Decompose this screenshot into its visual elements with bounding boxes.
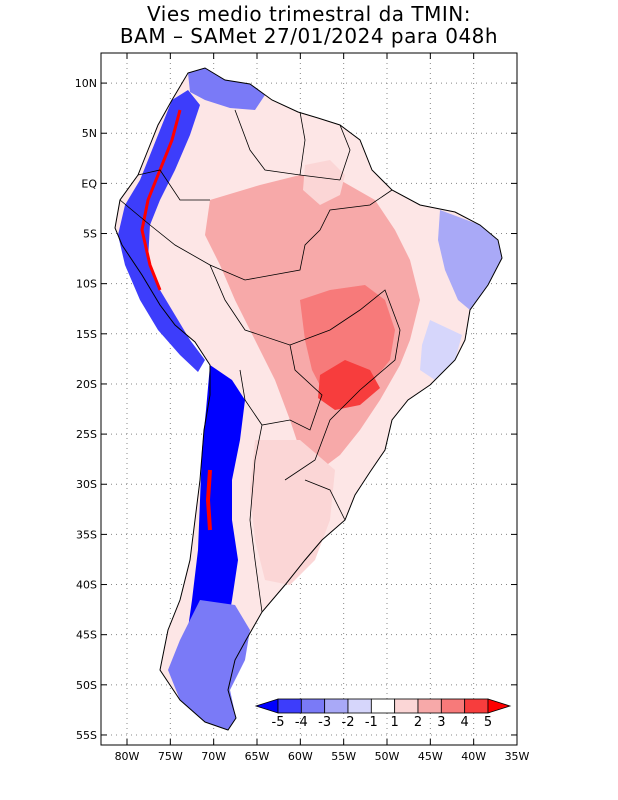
colorbar: -5 -4 -3 -2 -1 1 2 3 4 5 bbox=[254, 698, 512, 730]
colorbar-bin bbox=[394, 698, 419, 714]
colorbar-bin bbox=[370, 698, 396, 714]
cold-bias-northeast-brazil bbox=[438, 210, 502, 310]
colorbar-bin bbox=[324, 698, 349, 714]
colorbar-bin bbox=[300, 698, 326, 714]
lat-tick-label: 25S bbox=[76, 428, 97, 441]
colorbar-bin bbox=[417, 698, 442, 714]
lon-tick-label: 70W bbox=[201, 750, 226, 763]
colorbar-bin bbox=[440, 698, 466, 714]
lat-tick-label: 50S bbox=[76, 679, 97, 692]
lon-tick-label: 40W bbox=[461, 750, 486, 763]
cold-bias-andes-north bbox=[118, 90, 205, 372]
lon-tick-label: 75W bbox=[158, 750, 183, 763]
lat-tick-label: 5N bbox=[82, 127, 97, 140]
lat-tick-label: 55S bbox=[76, 729, 97, 742]
lat-tick-label: 20S bbox=[76, 378, 97, 391]
warm-bias-core bbox=[300, 285, 395, 400]
longitude-axis: 80W 75W 70W 65W 60W 55W 50W 45W 40W 35W bbox=[115, 53, 530, 763]
colorbar-bin bbox=[487, 698, 512, 714]
warm-bias-peak bbox=[318, 360, 380, 410]
colorbar-label: -4 bbox=[295, 715, 308, 730]
lon-tick-label: 65W bbox=[245, 750, 270, 763]
colorbar-label: 2 bbox=[414, 715, 422, 730]
lat-tick-label: 45S bbox=[76, 629, 97, 642]
warm-bias-south bbox=[250, 440, 335, 585]
lat-tick-label: 10N bbox=[75, 77, 97, 90]
latitude-axis: 10N 5N EQ 5S 10S 15S 20S 25S 30S 35S 40S 45S 50S 55S bbox=[75, 77, 517, 742]
lat-tick-label: 5S bbox=[83, 228, 97, 241]
colorbar-label: -1 bbox=[365, 715, 378, 730]
map-title-line-1: Vies medio trimestral da TMIN: bbox=[147, 2, 471, 26]
map-frame-border bbox=[100, 52, 518, 746]
lat-tick-label: 15S bbox=[76, 328, 97, 341]
lon-tick-label: 50W bbox=[375, 750, 400, 763]
colorbar-label: -5 bbox=[272, 715, 285, 730]
lon-tick-label: 60W bbox=[288, 750, 313, 763]
warm-bias-andes-streak-south bbox=[205, 469, 212, 531]
cold-bias-east-coast bbox=[420, 320, 462, 380]
warm-bias-andes-streak-north bbox=[140, 109, 182, 291]
colorbar-label: 5 bbox=[484, 715, 492, 730]
colorbar-label: 4 bbox=[461, 715, 469, 730]
lat-tick-label: 30S bbox=[76, 478, 97, 491]
lat-tick-label: 35S bbox=[76, 528, 97, 541]
colorbar-bin bbox=[347, 698, 372, 714]
lat-tick-label: 40S bbox=[76, 579, 97, 592]
colorbar-label: -3 bbox=[318, 715, 331, 730]
lat-tick-label: EQ bbox=[81, 177, 97, 190]
cold-bias-patagonia bbox=[168, 600, 250, 730]
map-title-line-2: BAM – SAMet 27/01/2024 para 048h bbox=[119, 24, 499, 48]
lon-tick-label: 45W bbox=[418, 750, 443, 763]
national-borders bbox=[119, 109, 401, 613]
colorbar-label: -2 bbox=[342, 715, 355, 730]
lon-tick-label: 80W bbox=[115, 750, 140, 763]
cold-bias-caribbean-coast bbox=[188, 68, 265, 110]
colorbar-label: 3 bbox=[437, 715, 445, 730]
colorbar-label: 1 bbox=[391, 715, 399, 730]
coastline bbox=[114, 67, 503, 731]
warm-bias-amazon bbox=[303, 160, 345, 205]
lon-tick-label: 55W bbox=[331, 750, 356, 763]
lat-tick-label: 10S bbox=[76, 278, 97, 291]
colorbar-bin bbox=[464, 698, 489, 714]
lon-tick-label: 35W bbox=[505, 750, 530, 763]
colorbar-bin bbox=[277, 698, 302, 714]
